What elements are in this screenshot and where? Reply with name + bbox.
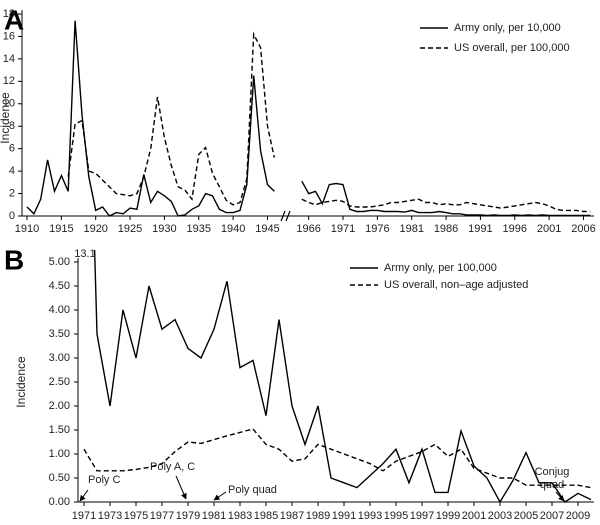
x-tick-label: 1993 — [358, 510, 382, 522]
y-axis-title: Incidence — [0, 92, 12, 144]
x-tick-label: 1940 — [221, 223, 245, 235]
panel-label: B — [4, 244, 24, 275]
x-tick-label: 1935 — [187, 223, 211, 235]
x-tick-label: 1987 — [280, 510, 304, 522]
annotation: Poly quad — [228, 484, 277, 496]
legend-label: Army only, per 10,000 — [454, 22, 561, 34]
y-tick-label: 3.50 — [49, 328, 70, 340]
x-tick-label: 1915 — [49, 223, 73, 235]
x-tick-label: 1995 — [384, 510, 408, 522]
panel-label: A — [4, 4, 24, 35]
x-tick-label: 1981 — [202, 510, 226, 522]
x-tick-label: 1996 — [503, 223, 527, 235]
y-tick-label: 4.00 — [49, 304, 70, 316]
x-tick-label: 2006 — [571, 223, 595, 235]
y-tick-label: 0.00 — [49, 496, 70, 508]
y-tick-label: 4 — [9, 165, 15, 177]
x-tick-label: 1971 — [331, 223, 355, 235]
x-tick-label: 1920 — [83, 223, 107, 235]
x-tick-label: 1973 — [98, 510, 122, 522]
x-tick-label: 1945 — [255, 223, 279, 235]
y-tick-label: 4.50 — [49, 280, 70, 292]
y-tick-label: 2 — [9, 187, 15, 199]
series-line — [67, 31, 591, 213]
y-tick-label: 18 — [3, 8, 15, 20]
y-tick-label: 2.00 — [49, 400, 70, 412]
x-tick-label: 1975 — [124, 510, 148, 522]
x-tick-label: 1989 — [306, 510, 330, 522]
annotation: Poly A, C — [150, 461, 195, 473]
annotation-arrow — [79, 489, 89, 502]
y-axis-title: Incidence — [14, 356, 28, 408]
annotation-arrow — [175, 475, 187, 500]
data-label: 13.1 — [74, 248, 95, 260]
annotation-arrow — [213, 491, 227, 501]
x-tick-label: 2001 — [462, 510, 486, 522]
x-tick-label: 2009 — [566, 510, 590, 522]
annotation: Poly C — [88, 474, 120, 486]
y-tick-label: 6 — [9, 143, 15, 155]
x-tick-label: 1997 — [410, 510, 434, 522]
x-tick-label: 2003 — [488, 510, 512, 522]
x-tick-label: 1979 — [176, 510, 200, 522]
legend-label: US overall, per 100,000 — [454, 42, 570, 54]
x-tick-label: 2005 — [514, 510, 538, 522]
x-tick-label: 1991 — [468, 223, 492, 235]
y-tick-label: 1.00 — [49, 448, 70, 460]
x-tick-label: 1986 — [434, 223, 458, 235]
x-tick-label: 1971 — [72, 510, 96, 522]
series-line — [26, 20, 591, 217]
x-tick-label: 2007 — [540, 510, 564, 522]
y-tick-label: 16 — [3, 30, 15, 42]
series-line — [83, 428, 592, 489]
y-tick-label: 2.50 — [49, 376, 70, 388]
x-tick-label: 1925 — [118, 223, 142, 235]
annotation: quad — [540, 479, 564, 491]
legend-label: Army only, per 100,000 — [384, 262, 497, 274]
y-tick-label: 5.00 — [49, 256, 70, 268]
x-tick-label: 1991 — [332, 510, 356, 522]
x-tick-label: 1985 — [254, 510, 278, 522]
x-tick-label: 1981 — [399, 223, 423, 235]
y-tick-label: 3.00 — [49, 352, 70, 364]
x-tick-label: 1983 — [228, 510, 252, 522]
x-tick-label: 1976 — [365, 223, 389, 235]
legend-label: US overall, non–age adjusted — [384, 279, 528, 291]
x-tick-label: 1966 — [296, 223, 320, 235]
x-tick-label: 2001 — [537, 223, 561, 235]
y-tick-label: 10 — [3, 98, 15, 110]
series-line — [93, 250, 592, 504]
y-tick-label: 14 — [3, 53, 15, 65]
y-tick-label: 1.50 — [49, 424, 70, 436]
x-tick-label: 1930 — [152, 223, 176, 235]
y-tick-label: 0 — [9, 210, 15, 222]
y-tick-label: 12 — [3, 75, 15, 87]
x-tick-label: 1999 — [436, 510, 460, 522]
y-tick-label: 0.50 — [49, 472, 70, 484]
y-tick-label: 8 — [9, 120, 15, 132]
x-tick-label: 1977 — [150, 510, 174, 522]
annotation: Conjug — [535, 466, 570, 478]
x-tick-label: 1910 — [15, 223, 39, 235]
